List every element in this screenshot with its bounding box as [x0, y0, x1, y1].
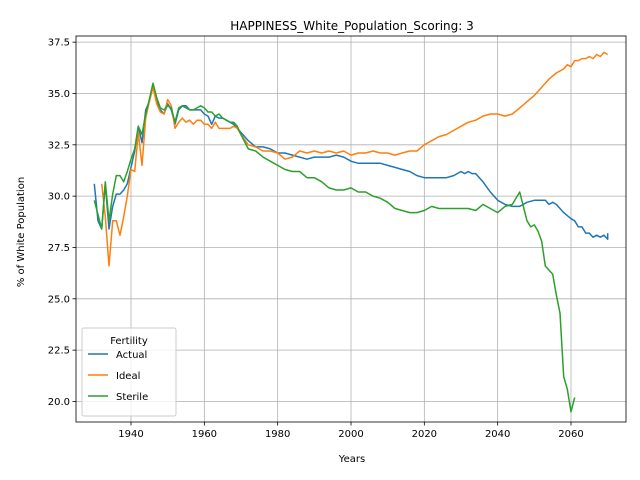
y-tick-label: 20.0 — [48, 397, 70, 408]
x-tick-label: 1980 — [265, 429, 290, 440]
y-tick-label: 32.5 — [48, 140, 70, 151]
legend-label-sterile: Sterile — [116, 392, 148, 403]
series-line-sterile — [93, 82, 576, 413]
x-axis-label: Years — [338, 454, 365, 465]
y-tick-label: 37.5 — [48, 38, 70, 49]
x-tick-label: 2060 — [558, 429, 583, 440]
legend: Fertility Actual Ideal Sterile — [81, 327, 177, 417]
y-tick-label: 22.5 — [48, 346, 70, 357]
legend-title: Fertility — [110, 336, 148, 347]
axes: 1940 1960 1980 2000 2020 2040 2060 20.0 22.5 25.0… — [48, 35, 627, 440]
legend-label-ideal: Ideal — [116, 371, 140, 382]
x-tick-label: 1960 — [192, 429, 217, 440]
x-tick-label: 1940 — [118, 429, 143, 440]
y-tick-label: 27.5 — [48, 243, 70, 254]
legend-box — [81, 327, 177, 417]
y-tick-label: 30.0 — [48, 192, 70, 203]
legend-label-actual: Actual — [116, 350, 147, 361]
chart-title: HAPPINESS_White_Population_Scoring: 3 — [230, 19, 474, 33]
y-tick-label: 25.0 — [48, 294, 70, 305]
x-tick-label: 2040 — [485, 429, 510, 440]
series-line-ideal — [100, 51, 609, 267]
series-lines — [93, 51, 609, 413]
x-tick-label: 2000 — [338, 429, 363, 440]
y-tick-label: 35.0 — [48, 89, 70, 100]
y-axis-label: % of White Population — [16, 177, 27, 287]
x-tick-label: 2020 — [412, 429, 437, 440]
